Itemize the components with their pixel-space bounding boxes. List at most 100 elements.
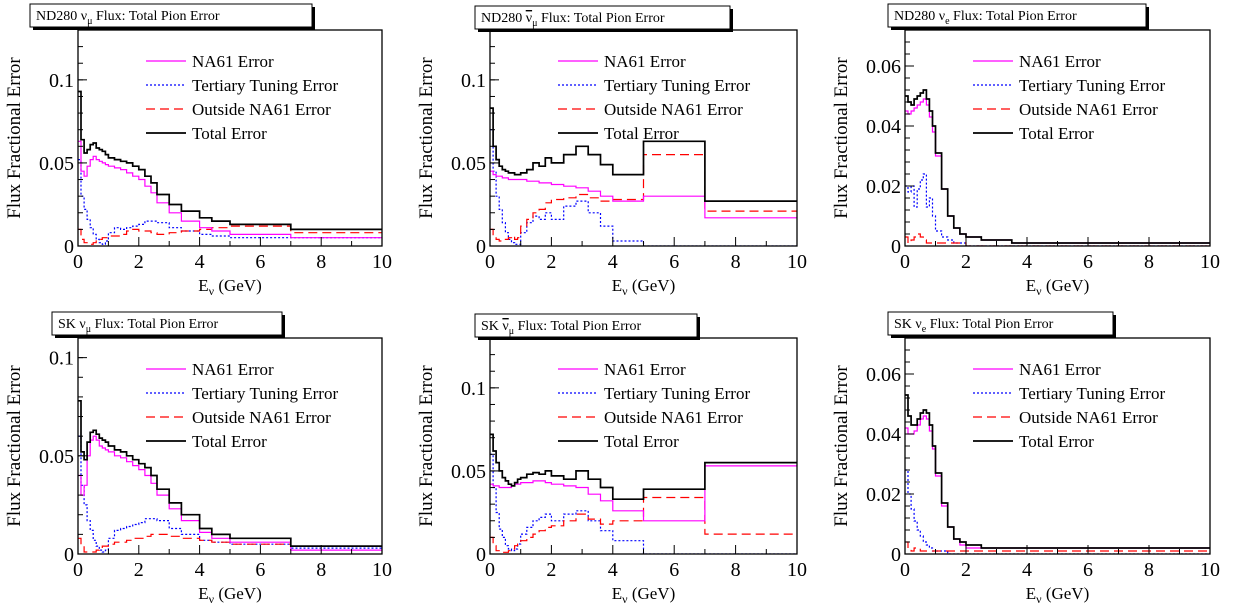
x-axis-label: Eν (GeV) (1026, 584, 1090, 606)
legend-label: NA61 Error (1019, 360, 1101, 379)
y-tick-label: 0.06 (866, 364, 901, 386)
x-label-unit: (GeV) (214, 584, 262, 603)
legend-label: Total Error (192, 432, 267, 451)
x-tick-label: 4 (608, 251, 618, 273)
title-prefix: SK (58, 317, 79, 332)
title-nu: ν (79, 317, 85, 332)
na61-series-line (490, 465, 797, 522)
x-tick-label: 6 (255, 251, 265, 273)
x-tick-label: 8 (1144, 251, 1154, 273)
title-box (887, 3, 1147, 28)
y-tick-label: 0 (891, 544, 901, 566)
data-lines (78, 399, 382, 553)
y-tick-label: 0.04 (866, 116, 901, 138)
x-tick-label: 0 (485, 559, 495, 581)
legend-label: Total Error (1019, 124, 1094, 143)
x-tick-label: 4 (608, 559, 618, 581)
title-suffix: Flux: Total Pion Error (950, 9, 1077, 24)
title-nu: ν (502, 319, 508, 334)
y-axis-label: Flux Fractional Error (4, 57, 25, 219)
x-tick-label: 10 (372, 559, 392, 581)
x-label-e: E (612, 276, 622, 295)
legend-label: Outside NA61 Error (604, 100, 743, 119)
x-tick-label: 6 (255, 559, 265, 581)
x-tick-label: 2 (546, 559, 556, 581)
y-tick-label: 0 (891, 236, 901, 258)
legend: NA61 Error Tertiary Tuning Error Outside N… (973, 360, 1165, 451)
chart-panel-4: 0 2 4 6 8 10 0 0.05 0.1 Eν (GeV) Flux Fractional E… (4, 311, 392, 606)
x-label-e: E (1026, 276, 1036, 295)
y-tick-label: 0.05 (39, 446, 74, 468)
data-lines (905, 394, 1210, 554)
chart-title: SK νμ Flux: Total Pion Error (481, 319, 642, 337)
na61-series-line (905, 98, 1210, 244)
title-suffix: Flux: Total Pion Error (92, 9, 219, 24)
legend-label: Tertiary Tuning Error (604, 76, 750, 95)
y-tick-label: 0.1 (49, 348, 74, 370)
y-tick-label: 0 (476, 236, 486, 258)
y-axis-label: Flux Fractional Error (416, 365, 437, 527)
x-label-e: E (198, 584, 208, 603)
data-lines (490, 433, 797, 554)
chart-panel-1: 0 2 4 6 8 10 0 0.05 0.1 Eν (GeV) Flux Fractional E… (4, 3, 392, 298)
data-lines (78, 90, 382, 245)
outside-series-line (905, 541, 1210, 552)
legend-label: Total Error (604, 124, 679, 143)
y-tick-label: 0.05 (451, 153, 486, 175)
title-suffix: Flux: Total Pion Error (91, 317, 218, 332)
y-tick-label: 0.1 (49, 70, 74, 92)
title-sub: μ (509, 326, 514, 337)
chart-title: ND280 νμ Flux: Total Pion Error (481, 11, 665, 29)
legend-label: Outside NA61 Error (1019, 100, 1158, 119)
title-sub: μ (87, 16, 92, 27)
x-tick-label: 2 (546, 251, 556, 273)
x-tick-label: 8 (731, 559, 741, 581)
title-box (29, 3, 313, 28)
tertiary-series-line (490, 453, 797, 554)
title-prefix: SK (894, 317, 915, 332)
chart-panel-6: 0 2 4 6 8 10 0 0.02 0.04 0.06 Eν (GeV) Flux Fractio… (831, 311, 1220, 606)
total-series-line (490, 107, 797, 202)
x-tick-label: 0 (73, 559, 83, 581)
x-tick-label: 4 (195, 559, 205, 581)
data-lines (905, 89, 1210, 246)
y-tick-label: 0 (476, 544, 486, 566)
title-prefix: ND280 (894, 9, 939, 24)
x-label-sub: ν (1036, 284, 1042, 298)
x-label-sub: ν (622, 592, 628, 606)
y-tick-label: 0.05 (39, 153, 74, 175)
title-sub: μ (532, 18, 537, 29)
legend-label: Total Error (1019, 432, 1094, 451)
x-tick-label: 6 (1083, 251, 1093, 273)
x-label-unit: (GeV) (1042, 584, 1090, 603)
legend-label: Tertiary Tuning Error (192, 384, 338, 403)
y-axis-label: Flux Fractional Error (4, 365, 25, 527)
y-axis-label: Flux Fractional Error (416, 57, 437, 219)
tertiary-series-line (490, 129, 797, 246)
chart-panel-2: 0 2 4 6 8 10 0 0.05 0.1 Eν (GeV) Flux Fractional E… (416, 5, 807, 298)
y-tick-label: 0.1 (461, 70, 486, 92)
tertiary-series-line (905, 173, 1210, 246)
legend-label: Total Error (604, 432, 679, 451)
total-series-line (905, 89, 1210, 244)
legend-label: Outside NA61 Error (1019, 408, 1158, 427)
x-tick-label: 10 (1200, 559, 1220, 581)
title-prefix: ND280 (36, 9, 81, 24)
y-tick-label: 0.02 (866, 176, 901, 198)
y-tick-label: 0.02 (866, 484, 901, 506)
title-suffix: Flux: Total Pion Error (514, 319, 641, 334)
x-tick-label: 8 (731, 251, 741, 273)
x-label-sub: ν (1036, 592, 1042, 606)
data-lines (490, 107, 797, 246)
title-nu: ν (915, 317, 921, 332)
x-axis-label: Eν (GeV) (198, 584, 262, 606)
tertiary-series-line (78, 159, 382, 245)
legend-label: NA61 Error (604, 52, 686, 71)
title-sub: e (945, 16, 950, 27)
legend: NA61 Error Tertiary Tuning Error Outside N… (558, 360, 750, 451)
chart-title: SK νμ Flux: Total Pion Error (58, 317, 219, 335)
title-suffix: Flux: Total Pion Error (537, 11, 664, 26)
legend: NA61 Error Tertiary Tuning Error Outside N… (558, 52, 750, 143)
tertiary-series-line (78, 435, 382, 553)
title-sub: e (922, 324, 927, 335)
